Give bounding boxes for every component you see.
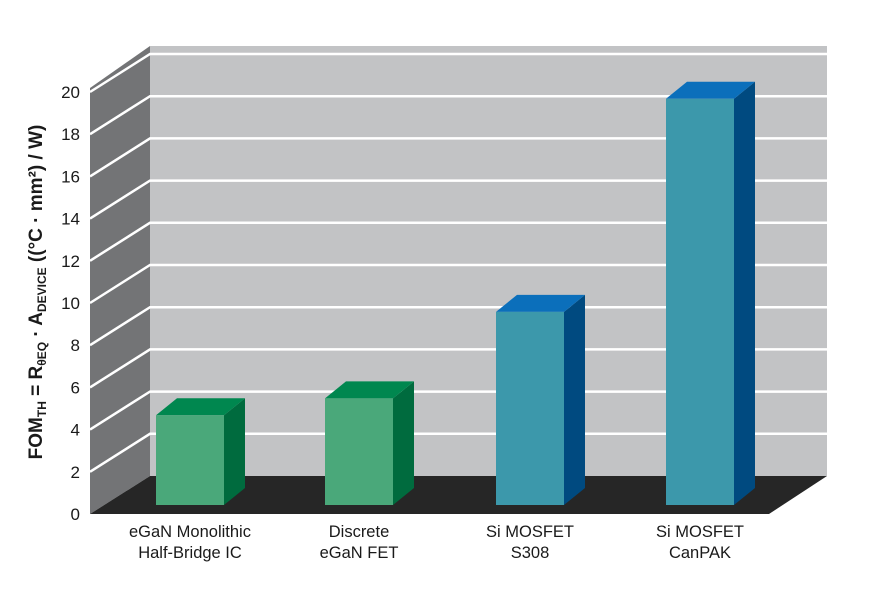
y-tick-label: 6 — [71, 378, 80, 397]
grid-line — [89, 263, 827, 305]
bar-top — [496, 294, 585, 312]
x-axis-labels: eGaN Monolithic Half-Bridge IC Discrete eGa… — [129, 523, 744, 562]
grid-line — [89, 94, 827, 136]
x-tick-label: Si MOSFET CanPAK — [656, 523, 744, 562]
y-tick-label: 16 — [61, 167, 80, 186]
bar-side — [393, 381, 414, 505]
grid-lines — [89, 52, 827, 473]
bar-side — [734, 81, 755, 506]
y-axis-ticks: 0 2 4 6 8 10 12 14 16 18 20 — [61, 83, 80, 524]
grid-line — [89, 179, 827, 220]
bar-front — [156, 415, 224, 505]
grid-line — [89, 221, 827, 262]
y-tick-label: 4 — [71, 421, 80, 440]
grid-line — [89, 432, 827, 473]
bar-top — [156, 398, 245, 416]
bar — [666, 81, 755, 506]
grid-line — [89, 305, 827, 347]
bar — [156, 398, 245, 505]
x-tick-label: Discrete eGaN FET — [320, 523, 399, 562]
y-tick-label: 2 — [71, 463, 80, 482]
grid-line — [89, 390, 827, 431]
bar — [496, 294, 585, 505]
y-tick-label: 0 — [71, 505, 80, 524]
chart-walls — [90, 46, 827, 514]
y-tick-label: 14 — [61, 210, 80, 229]
x-tick-label: Si MOSFET S308 — [486, 523, 574, 562]
bar-front — [325, 398, 393, 505]
bar — [325, 381, 414, 505]
grid-line — [89, 348, 827, 389]
y-tick-label: 20 — [61, 83, 80, 102]
y-tick-label: 10 — [61, 294, 80, 313]
grid-line — [89, 137, 827, 178]
back-wall — [150, 46, 827, 476]
x-tick-label: eGaN Monolithic Half-Bridge IC — [129, 523, 251, 562]
floor — [90, 476, 827, 514]
grid-line — [89, 52, 827, 94]
bar-top — [325, 381, 414, 399]
bar-front — [666, 98, 734, 506]
bar-top — [666, 81, 755, 99]
y-tick-label: 18 — [61, 125, 80, 144]
bar-side — [564, 294, 585, 505]
bar-front — [496, 311, 564, 505]
y-tick-label: 8 — [71, 336, 80, 355]
bar-side — [224, 398, 245, 505]
side-wall — [90, 46, 150, 514]
y-tick-label: 12 — [61, 252, 80, 271]
y-axis-label: FOMTH = RθEQ · ADEVICE ((°C · mm²) / W) — [26, 125, 49, 460]
bars — [156, 81, 755, 506]
